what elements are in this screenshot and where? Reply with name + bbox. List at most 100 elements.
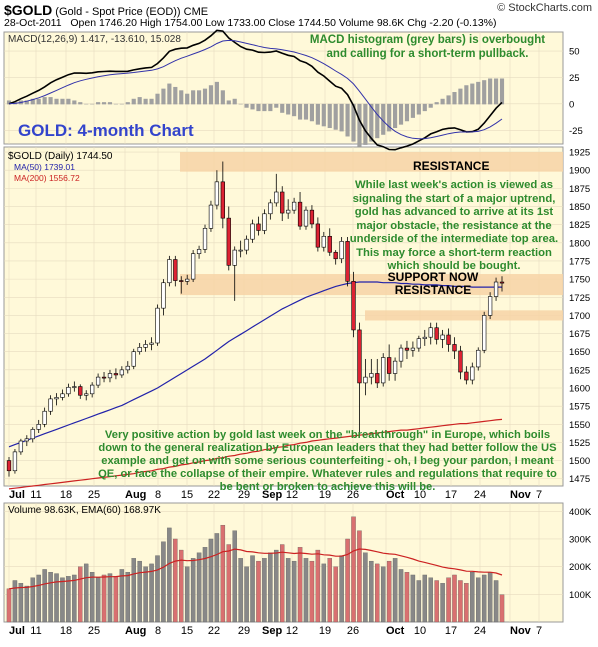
volume-bar [434, 580, 439, 623]
candle-body [214, 181, 220, 206]
volume-bar [493, 580, 499, 623]
resistance-bands [180, 152, 563, 321]
volume-bar [285, 558, 291, 623]
x-tick-label: 25 [88, 625, 100, 637]
x-tick-label: 29 [238, 625, 250, 637]
x-tick-label: 11 [30, 489, 41, 501]
macd-hist-bar [393, 103, 398, 129]
volume-bar [42, 569, 47, 623]
resistance-band-1 [180, 274, 563, 296]
candle-body [256, 223, 261, 231]
volume-bar [357, 530, 362, 623]
volume-bar [24, 585, 30, 623]
macd-hist-bar [6, 100, 12, 105]
volume-bar [173, 538, 178, 623]
volume-bar [220, 524, 226, 623]
candle-body [303, 209, 309, 227]
volume-bar [339, 555, 344, 623]
candle-body [327, 235, 332, 253]
candle-body [84, 393, 89, 396]
x-tick-label: Sep [262, 489, 282, 501]
volume-bar [143, 566, 148, 623]
candle-body [440, 334, 445, 340]
price-tick-label: 1725 [569, 293, 590, 304]
macd-hist-bar [404, 103, 410, 122]
chart-header-line1: $GOLD (Gold - Spot Price (EOD)) CME [4, 2, 208, 18]
volume-bar [315, 549, 321, 623]
volume-bar [422, 574, 428, 623]
macd-hist-bar [309, 103, 315, 122]
macd-hist-bar [464, 85, 469, 105]
macd-hist-bar [42, 97, 47, 105]
ma200-legend: MA(200) 1556.72 [14, 173, 80, 183]
macd-hist-bar [446, 95, 451, 105]
chart-title: GOLD: 4-month Chart [18, 121, 194, 140]
candle-body [286, 209, 291, 214]
candle-body [404, 347, 410, 351]
macd-hist-bar [90, 103, 95, 105]
macd-hist-bar [339, 103, 344, 132]
macd-hist-bar [137, 97, 142, 105]
macd-hist-bar [315, 103, 320, 125]
macd-hist-bar [72, 100, 77, 105]
macd-hist-bar [125, 102, 130, 105]
candle-body [119, 369, 124, 376]
volume-bar [375, 563, 380, 623]
macd-hist-bar [410, 103, 415, 118]
candle-body [95, 376, 101, 386]
volume-bar [149, 563, 154, 623]
x-tick-label: 26 [347, 625, 359, 637]
candle-body [470, 366, 475, 381]
axes: 1925190018751850182518001775175017251700… [9, 47, 592, 637]
macd-hist-bar [268, 103, 273, 112]
x-tick-label: Oct [386, 489, 405, 501]
candle-body [238, 249, 243, 252]
macd-hist-bar [499, 78, 505, 105]
candle-body [113, 373, 119, 376]
volume-bar [404, 572, 410, 623]
candle-body [72, 386, 77, 388]
candle-body [351, 280, 356, 331]
macd-hist-bar [84, 103, 89, 105]
volume-bar [95, 577, 101, 623]
volume-bar [464, 583, 469, 623]
macd-hist-bar [333, 103, 338, 130]
volume-bar [66, 576, 71, 623]
x-tick-label: 24 [474, 625, 486, 637]
macd-tick-label: 50 [569, 47, 580, 58]
macd-panel [3, 31, 564, 145]
macd-hist-bar [220, 90, 225, 105]
macd-tick-label: -25 [569, 126, 583, 137]
price-tick-label: 1750 [569, 275, 590, 286]
price-tick-label: 1625 [569, 365, 590, 376]
x-tick-label: 25 [88, 489, 100, 501]
candle-body [190, 253, 196, 280]
price-annotation-bottom: Very positive action by gold last week o… [98, 429, 557, 493]
volume-bar [321, 563, 327, 623]
candle-body [107, 373, 113, 379]
macd-hist-bar [422, 103, 427, 112]
candle-body [398, 347, 404, 362]
candle-body [309, 209, 315, 225]
resistance-label: RESISTANCE [413, 159, 489, 173]
candle-body [54, 397, 59, 400]
volume-bar [107, 573, 113, 623]
macd-hist-bar [482, 80, 487, 105]
macd-hist-bar [488, 78, 493, 105]
price-tick-label: 1600 [569, 384, 590, 395]
volume-bar [446, 577, 451, 623]
x-tick-label: Jul [9, 489, 25, 501]
volume-bar [333, 566, 338, 623]
x-tick-label: 8 [155, 625, 161, 637]
candle-body [196, 249, 202, 255]
price-annotation-top: While last week's action is viewed as si… [349, 179, 559, 272]
candle-body [487, 296, 493, 316]
candle-body [321, 235, 326, 248]
x-tick-label: 26 [347, 489, 359, 501]
chart-header-line2: 28-Oct-2011 Open 1746.20 High 1754.00 Lo… [4, 17, 497, 29]
candle-body [161, 282, 166, 309]
macd-hist-bar [66, 98, 71, 105]
volume-tick-label: 100K [569, 590, 592, 601]
x-tick-label: 15 [181, 625, 193, 637]
candle-body [333, 251, 338, 260]
